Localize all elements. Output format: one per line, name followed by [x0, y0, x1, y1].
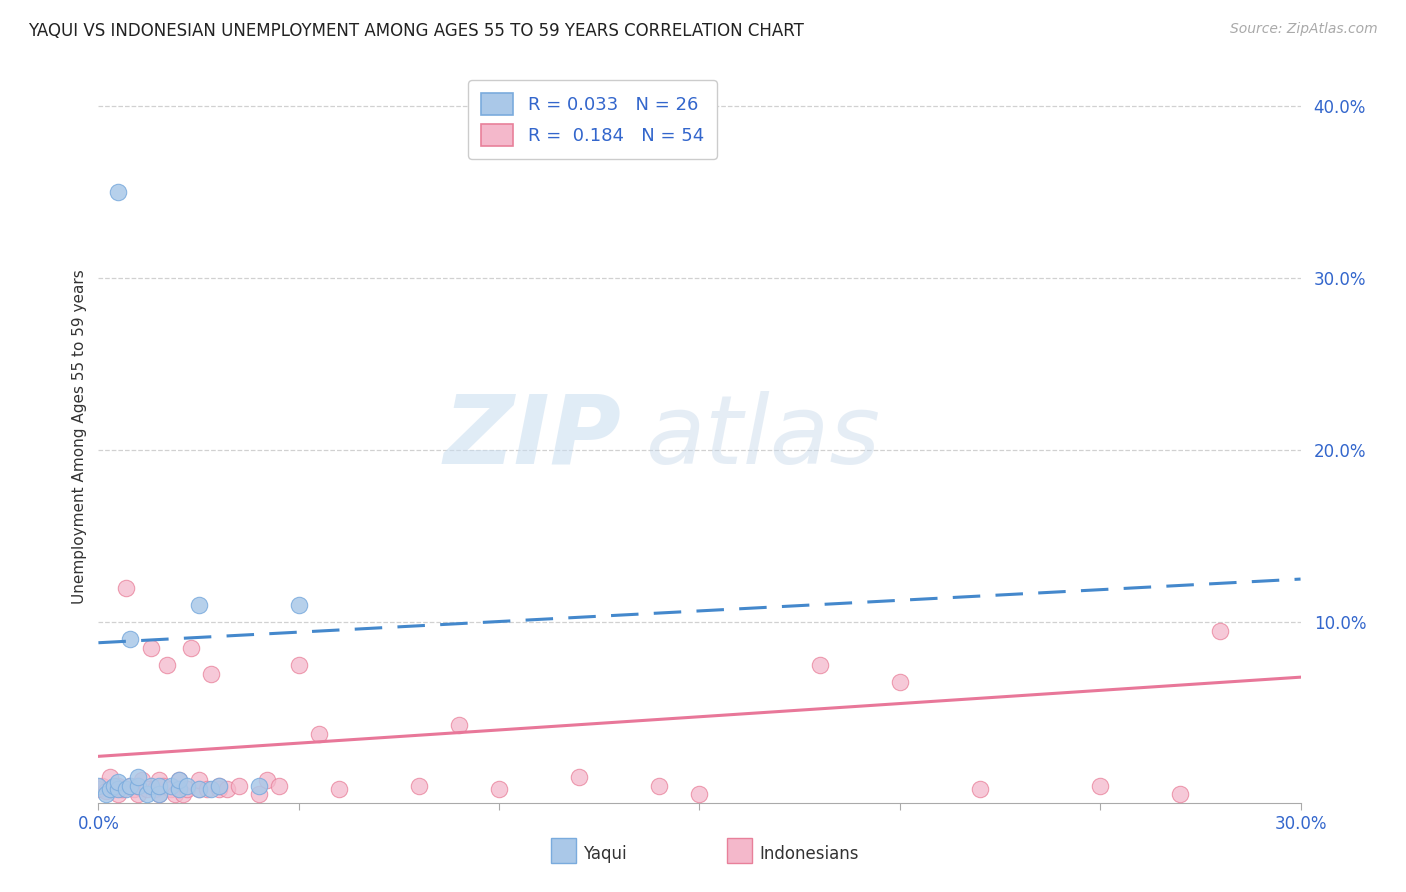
Point	[488, 782, 510, 797]
Text: YAQUI VS INDONESIAN UNEMPLOYMENT AMONG AGES 55 TO 59 YEARS CORRELATION CHART: YAQUI VS INDONESIAN UNEMPLOYMENT AMONG A…	[28, 22, 804, 40]
Point	[135, 782, 157, 797]
Point	[100, 782, 122, 797]
Point	[648, 779, 671, 793]
Point	[187, 598, 209, 612]
Point	[195, 782, 218, 797]
Point	[124, 782, 146, 797]
Point	[100, 770, 122, 784]
Point	[128, 779, 150, 793]
Point	[187, 782, 209, 797]
Point	[208, 782, 231, 797]
Point	[152, 779, 174, 793]
Point	[228, 779, 250, 793]
Point	[87, 782, 110, 797]
Point	[267, 779, 290, 793]
Point	[143, 782, 166, 797]
Point	[159, 782, 181, 797]
Point	[247, 779, 270, 793]
Point	[215, 782, 238, 797]
Point	[103, 782, 125, 797]
Point	[568, 770, 591, 784]
Point	[167, 782, 190, 797]
Point	[256, 773, 278, 788]
Point	[103, 779, 125, 793]
Point	[128, 787, 150, 801]
Point	[107, 782, 129, 797]
Point	[208, 779, 231, 793]
Point	[288, 598, 311, 612]
Point	[247, 787, 270, 801]
Legend: R = 0.033   N = 26, R =  0.184   N = 54: R = 0.033 N = 26, R = 0.184 N = 54	[468, 80, 717, 159]
Point	[200, 782, 222, 797]
Point	[688, 787, 710, 801]
Point	[96, 787, 118, 801]
Point	[107, 779, 129, 793]
Point	[176, 782, 198, 797]
Text: Indonesians: Indonesians	[759, 845, 859, 863]
Point	[107, 185, 129, 199]
Point	[308, 727, 330, 741]
Point	[91, 779, 114, 793]
Point	[148, 787, 170, 801]
Point	[200, 666, 222, 681]
Text: ZIP: ZIP	[443, 391, 621, 483]
Point	[969, 782, 991, 797]
Point	[128, 770, 150, 784]
Point	[1170, 787, 1192, 801]
Y-axis label: Unemployment Among Ages 55 to 59 years: Unemployment Among Ages 55 to 59 years	[72, 269, 87, 605]
Point	[172, 787, 194, 801]
Point	[808, 658, 831, 673]
Point	[115, 581, 138, 595]
Point	[167, 773, 190, 788]
Point	[208, 779, 231, 793]
Point	[107, 787, 129, 801]
Text: Yaqui: Yaqui	[583, 845, 627, 863]
Point	[180, 640, 202, 655]
Point	[159, 779, 181, 793]
Point	[288, 658, 311, 673]
Point	[163, 787, 186, 801]
Point	[135, 787, 157, 801]
Point	[187, 773, 209, 788]
Text: Source: ZipAtlas.com: Source: ZipAtlas.com	[1230, 22, 1378, 37]
Point	[155, 658, 177, 673]
Point	[148, 773, 170, 788]
Point	[107, 775, 129, 789]
Text: atlas: atlas	[645, 391, 880, 483]
Point	[447, 718, 470, 732]
Point	[139, 640, 162, 655]
Point	[167, 782, 190, 797]
Point	[148, 779, 170, 793]
Point	[87, 779, 110, 793]
Point	[128, 779, 150, 793]
Point	[120, 779, 142, 793]
Point	[328, 782, 350, 797]
Point	[148, 787, 170, 801]
Point	[408, 779, 430, 793]
Point	[187, 782, 209, 797]
Point	[131, 773, 153, 788]
Point	[167, 773, 190, 788]
Point	[120, 632, 142, 647]
Point	[96, 783, 118, 797]
Point	[1209, 624, 1232, 638]
Point	[176, 779, 198, 793]
Point	[139, 779, 162, 793]
Point	[889, 675, 911, 690]
Point	[120, 779, 142, 793]
Point	[111, 782, 134, 797]
Point	[115, 782, 138, 797]
Point	[1088, 779, 1111, 793]
